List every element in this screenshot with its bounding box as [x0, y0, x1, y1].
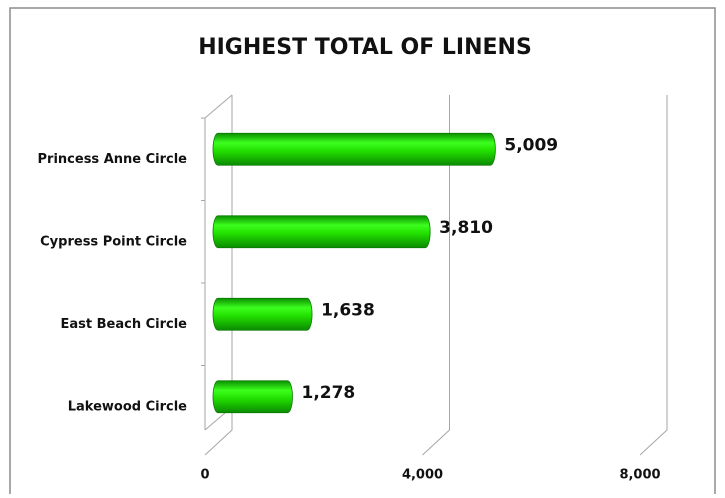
grid-line [422, 95, 450, 456]
bar [212, 132, 496, 166]
y-tick-label: Lakewood Circle [68, 399, 187, 414]
y-tick-label: Cypress Point Circle [40, 234, 187, 249]
x-tick-label: 4,000 [402, 468, 443, 483]
bar [212, 297, 313, 331]
data-label: 3,810 [439, 218, 493, 238]
bar [212, 380, 293, 414]
x-tick-label: 0 [200, 468, 209, 483]
grid-line [639, 95, 668, 456]
y-tick-label: East Beach Circle [60, 317, 187, 332]
grid-line [204, 95, 233, 456]
x-tick-label: 8,000 [619, 468, 660, 483]
chart-title: HIGHEST TOTAL OF LINENS [198, 35, 532, 60]
data-label: 1,278 [301, 383, 355, 403]
data-label: 5,009 [504, 135, 558, 155]
y-tick-label: Princess Anne Circle [38, 152, 188, 167]
data-label: 1,638 [321, 300, 375, 320]
bar [212, 215, 431, 249]
chart-border [9, 7, 716, 498]
